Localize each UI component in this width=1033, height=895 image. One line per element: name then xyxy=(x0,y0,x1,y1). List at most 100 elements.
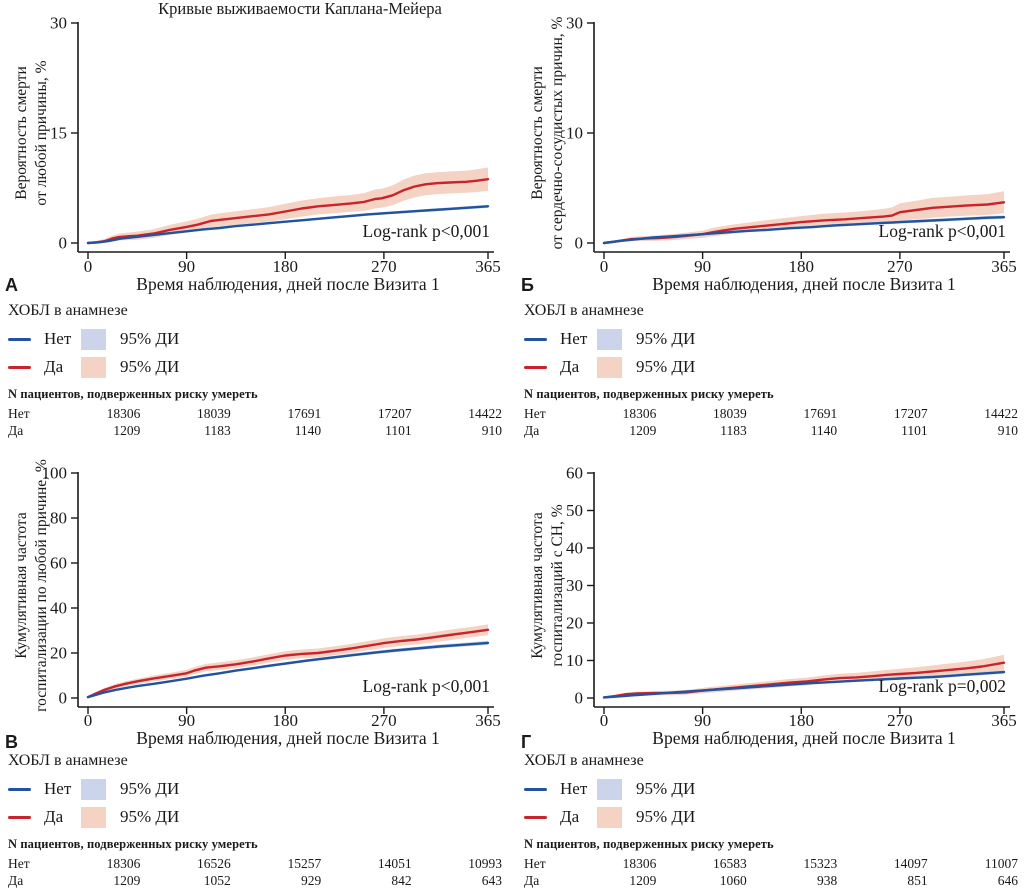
x-tick-label: 90 xyxy=(694,711,711,730)
y-tick-label: 0 xyxy=(59,234,68,253)
legend-group-title: ХОБЛ в анамнезе xyxy=(524,752,644,769)
curve-no xyxy=(602,670,1006,699)
risk-row-label: Нет xyxy=(524,856,546,871)
x-axis-label: Время наблюдения, дней после Визита 1 xyxy=(652,728,955,748)
yes-ci-swatch xyxy=(597,356,622,378)
x-tick-label: 180 xyxy=(273,711,299,730)
y-tick-label: 30 xyxy=(566,576,583,595)
legend-row-no: Нет 95% ДИ xyxy=(524,325,1033,353)
legend-g: ХОБЛ в анамнезе Нет 95% ДИ Да 95% ДИ xyxy=(524,752,1033,831)
risk-value: 14051 xyxy=(377,856,412,871)
y-axis-label-line: Кумулятивная частота xyxy=(529,512,546,659)
legend-row-no: Нет 95% ДИ xyxy=(8,325,516,353)
risk-value: 14097 xyxy=(893,856,928,871)
panel-letter: Г xyxy=(521,732,531,750)
legend-yes-label: Да xyxy=(44,807,64,826)
risk-value: 643 xyxy=(481,873,502,888)
logrank-annotation: Log-rank p<0,001 xyxy=(879,221,1006,241)
legend-row-yes: Да 95% ДИ xyxy=(524,803,1033,831)
risk-row-label: Да xyxy=(524,873,540,888)
y-tick-label: 10 xyxy=(566,651,583,670)
risk-value: 1101 xyxy=(385,423,412,438)
yes-line-swatch xyxy=(524,365,547,369)
risk-table-a: N пациентов, подверженных риску умереть … xyxy=(8,387,502,439)
y-tick-label: 60 xyxy=(50,554,67,573)
risk-table-g: N пациентов, подверженных риску умереть … xyxy=(524,837,1018,889)
risk-row-yes: Да 1209 1183 1140 1101 910 xyxy=(524,422,1018,439)
y-tick-label: 0 xyxy=(59,689,68,708)
y-tick-label: 60 xyxy=(566,464,583,483)
legend-group-title: ХОБЛ в анамнезе xyxy=(524,302,644,319)
risk-value: 11007 xyxy=(984,856,1018,871)
y-axis-label-line: госпитализаций с СН, % xyxy=(549,504,566,666)
x-tick-label: 270 xyxy=(371,257,397,276)
curve-no xyxy=(86,641,490,699)
x-tick-label: 90 xyxy=(694,257,711,276)
panel-letter: В xyxy=(5,732,18,750)
risk-table-v: N пациентов, подверженных риску умереть … xyxy=(8,837,502,889)
ci-label: 95% ДИ xyxy=(636,779,696,798)
risk-table-header: N пациентов, подверженных риску умереть xyxy=(8,387,258,401)
x-tick-label: 270 xyxy=(371,711,397,730)
risk-row-yes: Да 1209 1052 929 842 643 xyxy=(8,872,502,889)
x-tick-label: 0 xyxy=(600,257,609,276)
risk-value: 15323 xyxy=(803,856,838,871)
no-ci-swatch xyxy=(81,328,106,350)
risk-row-no: Нет 18306 16583 15323 14097 11007 xyxy=(524,855,1018,872)
legend-yes-label: Да xyxy=(560,807,580,826)
y-axis-label-line: госпитализации по любой причине, % xyxy=(33,459,50,712)
x-tick-label: 90 xyxy=(178,257,195,276)
ci-band-yes xyxy=(604,191,1004,243)
risk-row-no: Нет 18306 18039 17691 17207 14422 xyxy=(524,405,1018,422)
legend-row-no: Нет 95% ДИ xyxy=(8,775,516,803)
risk-value: 14422 xyxy=(468,406,502,421)
legend-yes-label: Да xyxy=(560,357,580,376)
y-tick-label: 80 xyxy=(50,509,67,528)
x-tick-label: 270 xyxy=(887,257,913,276)
y-tick-label: 30 xyxy=(566,14,583,33)
risk-table-header: N пациентов, подверженных риску умереть xyxy=(8,837,258,851)
risk-value: 910 xyxy=(481,423,502,438)
risk-value: 17207 xyxy=(377,406,412,421)
curve-no xyxy=(86,205,490,245)
logrank-annotation: Log-rank p<0,001 xyxy=(363,676,490,696)
chart-g-hf-hosp: 0 10 20 30 40 50 60 0 90 180 270 365 Кумулятивная ча… xyxy=(521,464,1017,751)
risk-value: 1140 xyxy=(810,423,838,438)
ci-label: 95% ДИ xyxy=(636,807,696,826)
x-tick-label: 180 xyxy=(789,711,815,730)
risk-value: 16526 xyxy=(197,856,231,871)
logrank-annotation: Log-rank p=0,002 xyxy=(879,676,1006,696)
y-tick-label: 10 xyxy=(566,124,583,143)
ci-label: 95% ДИ xyxy=(636,357,696,376)
legend-v: ХОБЛ в анамнезе Нет 95% ДИ Да 95% ДИ xyxy=(8,752,516,831)
risk-value: 17691 xyxy=(803,406,838,421)
no-ci-swatch xyxy=(597,328,622,350)
y-tick-label: 50 xyxy=(566,501,583,520)
legend-no-label: Нет xyxy=(44,329,72,348)
legend-yes-label: Да xyxy=(44,357,64,376)
legend-group-title: ХОБЛ в анамнезе xyxy=(8,752,128,769)
risk-value: 18306 xyxy=(622,856,657,871)
legend-group-title: ХОБЛ в анамнезе xyxy=(8,302,128,319)
legend-row-yes: Да 95% ДИ xyxy=(8,353,516,381)
logrank-annotation: Log-rank p<0,001 xyxy=(363,221,490,241)
chart-a-all-cause-death: Кривые выживаемости Каплана-Мейера 0 15 30 0… xyxy=(5,0,501,295)
yes-ci-swatch xyxy=(81,806,106,828)
no-line-swatch xyxy=(8,787,31,791)
yes-line-swatch xyxy=(8,365,31,369)
ci-label: 95% ДИ xyxy=(120,329,180,348)
risk-value: 18039 xyxy=(197,406,231,421)
risk-value: 1209 xyxy=(629,423,657,438)
chart-b-cv-death: 0 10 30 0 90 180 270 365 Вероятность смерти от се… xyxy=(521,14,1017,296)
panel-g: 0 10 20 30 40 50 60 0 90 180 270 365 Кумулятивная ча… xyxy=(516,450,1033,895)
risk-row-label: Нет xyxy=(8,406,30,421)
risk-value: 17207 xyxy=(893,406,928,421)
legend-row-yes: Да 95% ДИ xyxy=(524,353,1033,381)
legend-row-yes: Да 95% ДИ xyxy=(8,803,516,831)
x-tick-label: 0 xyxy=(84,257,93,276)
risk-table-header: N пациентов, подверженных риску умереть xyxy=(524,837,774,851)
y-axis-label-line: Вероятность смерти xyxy=(529,66,546,200)
risk-table-header: N пациентов, подверженных риску умереть xyxy=(524,387,774,401)
risk-value: 1140 xyxy=(294,423,322,438)
